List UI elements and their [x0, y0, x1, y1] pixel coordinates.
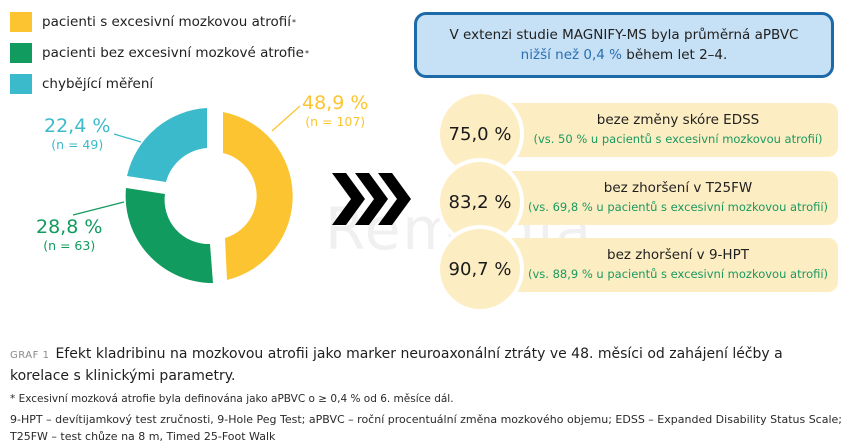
leader-line-teal — [113, 133, 142, 143]
label-percent: 22,4 % — [44, 115, 111, 137]
outcome-title: bez zhoršení v T25FW — [603, 180, 753, 196]
outcome-pill: bez zhoršení v T25FW (vs. 69,8 % u pacie… — [496, 171, 838, 225]
infobox-line1: V extenzi studie MAGNIFY-MS byla průměrn… — [449, 27, 799, 43]
outcome-title: bez zhoršení v 9-HPT — [607, 247, 749, 263]
legend-swatch-teal — [10, 74, 32, 94]
outcome-row-edss: beze změny skóre EDSS (vs. 50 % u pacien… — [436, 90, 840, 178]
caption-footnote: * Excesivní mozková atrofie byla definov… — [10, 393, 454, 405]
summary-infobox: V extenzi studie MAGNIFY-MS byla průměrn… — [414, 12, 834, 78]
leader-line-yellow — [271, 105, 301, 132]
legend-swatch-yellow — [10, 12, 32, 32]
donut-segment-green — [125, 188, 213, 284]
outcome-title: beze změny skóre EDSS — [596, 112, 760, 128]
chart-legend: pacienti s excesivní mozkovou atrofií * p… — [10, 10, 309, 103]
outcome-comparison: (vs. 50 % u pacientů s excesivní mozkovo… — [533, 132, 823, 146]
figure-caption: GRAF 1 Efekt kladribinu na mozkovou atrof… — [10, 344, 846, 445]
legend-sup: * — [291, 17, 296, 27]
donut-chart — [72, 105, 301, 284]
caption-title: GRAF 1 Efekt kladribinu na mozkovou atrof… — [10, 344, 846, 386]
outcome-comparison: (vs. 88,9 % u pacientů s excesivní mozko… — [527, 267, 829, 281]
legend-swatch-green — [10, 43, 32, 63]
outcome-row-9hpt: bez zhoršení v 9-HPT (vs. 88,9 % u pacie… — [436, 225, 840, 313]
label-percent: 28,8 % — [36, 216, 103, 238]
label-count: (n = 49) — [51, 136, 104, 152]
label-count: (n = 107) — [305, 113, 366, 129]
legend-label: chybějící měření — [42, 76, 154, 92]
outcome-value-circle: 90,7 % — [436, 225, 524, 313]
donut-segment-yellow — [223, 112, 293, 280]
outcome-comparison: (vs. 69,8 % u pacientů s excesivní mozko… — [527, 200, 829, 214]
caption-title-text: Efekt kladribinu na mozkovou atrofii jak… — [10, 346, 783, 384]
figure-number: GRAF 1 — [10, 350, 50, 361]
leader-line-green — [72, 201, 125, 216]
caption-abbreviations: 9-HPT – devítijamkový test zručnosti, 9-… — [10, 413, 843, 443]
legend-item-no-excessive-atrophy: pacienti bez excesivní mozkové atrofie * — [10, 41, 309, 65]
infobox-highlight: nižší než 0,4 % — [520, 47, 622, 63]
donut-label-green: 28,8 % (n = 63) — [36, 216, 103, 253]
legend-item-missing: chybějící měření — [10, 72, 309, 96]
label-percent: 48,9 % — [302, 92, 369, 114]
label-count: (n = 63) — [43, 237, 96, 253]
legend-label: pacienti bez excesivní mozkové atrofie — [42, 45, 304, 61]
triple-chevron-arrow-icon — [332, 173, 411, 225]
infobox-line2-rest: během let 2–4. — [621, 47, 728, 63]
outcome-pill: bez zhoršení v 9-HPT (vs. 88,9 % u pacie… — [496, 238, 838, 292]
outcome-row-t25fw: bez zhoršení v T25FW (vs. 69,8 % u pacie… — [436, 158, 840, 246]
donut-label-teal: 22,4 % (n = 49) — [44, 115, 111, 152]
infobox-line2: nižší než 0,4 % během let 2–4. — [417, 45, 831, 65]
legend-sup: * — [304, 48, 309, 58]
donut-segment-teal — [127, 108, 207, 182]
outcome-pill: beze změny skóre EDSS (vs. 50 % u pacien… — [496, 103, 838, 157]
donut-label-yellow: 48,9 % (n = 107) — [302, 92, 369, 129]
legend-label: pacienti s excesivní mozkovou atrofií — [42, 14, 291, 30]
legend-item-excessive-atrophy: pacienti s excesivní mozkovou atrofií * — [10, 10, 309, 34]
